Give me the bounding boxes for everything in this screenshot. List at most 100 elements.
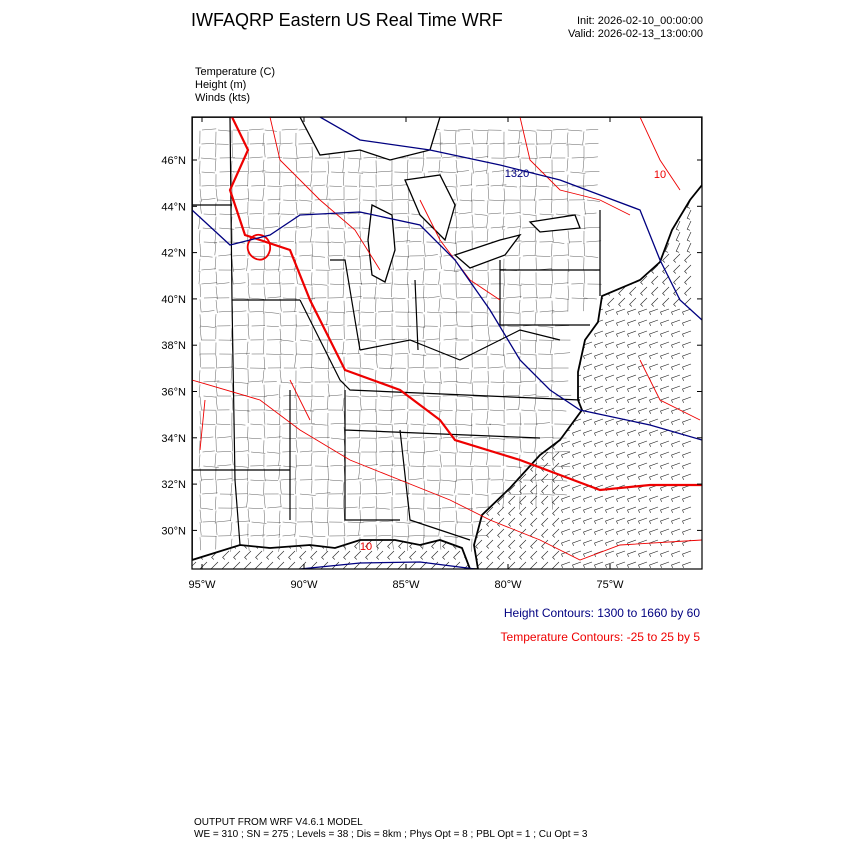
wind-barb xyxy=(605,451,615,459)
map-body: 1320 10 10 xyxy=(192,117,702,569)
wind-barb xyxy=(616,341,626,349)
wind-barb xyxy=(638,506,648,514)
map-axes: 46°N 44°N 42°N 40°N 38°N 36°N 34°N 32°N 30°N 95°W… xyxy=(161,117,702,591)
wind-barb xyxy=(671,517,681,525)
wind-barb xyxy=(640,297,648,307)
wind-barb xyxy=(541,528,549,538)
wind-barb xyxy=(398,550,406,560)
wind-barb xyxy=(594,341,604,349)
lat-label: 44°N xyxy=(161,201,186,213)
wind-barb xyxy=(616,363,626,371)
wind-barb xyxy=(662,264,670,274)
wind-barb xyxy=(594,429,604,437)
wind-barb xyxy=(583,517,593,525)
footer-line: WE = 310 ; SN = 275 ; Levels = 38 ; Dis … xyxy=(194,829,588,840)
wind-barb xyxy=(638,341,648,349)
wind-barb xyxy=(583,495,593,503)
wind-barb xyxy=(288,550,296,560)
wind-barb xyxy=(682,495,692,503)
wind-barb xyxy=(649,440,659,448)
wind-barb xyxy=(541,484,549,494)
wind-barb xyxy=(627,462,637,470)
wind-barb xyxy=(277,550,285,560)
wind-barb xyxy=(671,473,681,481)
wind-barb xyxy=(651,286,659,296)
wind-barb xyxy=(660,385,670,393)
wind-barb xyxy=(519,539,527,549)
wind-barb xyxy=(638,528,648,536)
height-contours xyxy=(192,117,702,569)
wind-barb xyxy=(627,363,637,371)
wind-barb xyxy=(651,275,659,285)
wind-barb xyxy=(649,385,659,393)
wind-barb xyxy=(627,330,637,338)
wind-barb xyxy=(671,352,681,360)
wind-barb xyxy=(671,451,681,459)
wind-barb xyxy=(649,451,659,459)
field-list: Temperature (C)Height (m)Winds (kts) xyxy=(195,66,275,104)
wind-barb xyxy=(616,473,626,481)
title: IWFAQRP Eastern US Real Time WRF xyxy=(191,10,503,30)
wind-barb xyxy=(453,550,461,560)
wind-barb xyxy=(572,550,582,558)
wind-barb xyxy=(649,418,659,426)
wind-barb xyxy=(671,506,681,514)
wind-barb xyxy=(561,451,571,459)
wind-barb xyxy=(660,462,670,470)
wind-barb xyxy=(640,286,648,296)
wind-barb xyxy=(671,429,681,437)
wind-barb xyxy=(497,506,505,516)
wind-barb xyxy=(583,550,593,558)
wind-barb xyxy=(616,539,626,547)
wind-barb xyxy=(605,506,615,514)
wind-barb xyxy=(682,528,692,536)
wind-barb xyxy=(616,308,626,316)
wind-barb xyxy=(638,462,648,470)
wind-barb xyxy=(552,495,560,505)
wind-barb xyxy=(530,484,538,494)
wind-barb xyxy=(660,418,670,426)
wind-barb xyxy=(671,495,681,503)
wind-barb xyxy=(594,352,604,360)
wind-barb xyxy=(508,539,516,549)
wind-barb xyxy=(684,275,692,285)
wind-barb xyxy=(519,495,527,505)
wind-barb xyxy=(541,495,549,505)
wind-barb xyxy=(541,517,549,527)
lat-label: 38°N xyxy=(161,340,186,352)
wind-barb xyxy=(686,209,692,220)
wind-barb xyxy=(583,528,593,536)
wind-barb xyxy=(671,330,681,338)
wind-barb xyxy=(638,385,648,393)
wind-barb xyxy=(541,451,549,461)
wind-barb xyxy=(552,462,560,472)
temperature-contours xyxy=(192,117,702,561)
wind-barb xyxy=(627,341,637,349)
wind-barb xyxy=(638,561,648,569)
wind-barb xyxy=(616,319,626,327)
wind-barb xyxy=(660,319,670,327)
wind-barb xyxy=(594,462,604,470)
wind-barb xyxy=(682,385,692,393)
wind-barb xyxy=(387,550,395,560)
wind-barb xyxy=(572,484,582,492)
wind-barb xyxy=(605,539,615,547)
wind-barb xyxy=(616,396,626,404)
wind-barb xyxy=(583,418,593,426)
lon-label: 90°W xyxy=(290,579,318,591)
wind-barb xyxy=(541,539,549,549)
wind-barb xyxy=(660,352,670,360)
wind-barb xyxy=(519,473,527,483)
wind-barb xyxy=(627,539,637,547)
temperature-legend: Temperature Contours: -25 to 25 by 5 xyxy=(501,630,701,644)
contour-label: 10 xyxy=(654,169,666,181)
wind-barb xyxy=(638,495,648,503)
wind-barb xyxy=(605,330,615,338)
wind-barb xyxy=(616,495,626,503)
wind-barb xyxy=(638,308,648,316)
wind-barb xyxy=(561,561,571,569)
wind-barb xyxy=(684,253,692,263)
wind-barb xyxy=(616,352,626,360)
wind-barb xyxy=(649,506,659,514)
map-frame xyxy=(191,116,703,570)
